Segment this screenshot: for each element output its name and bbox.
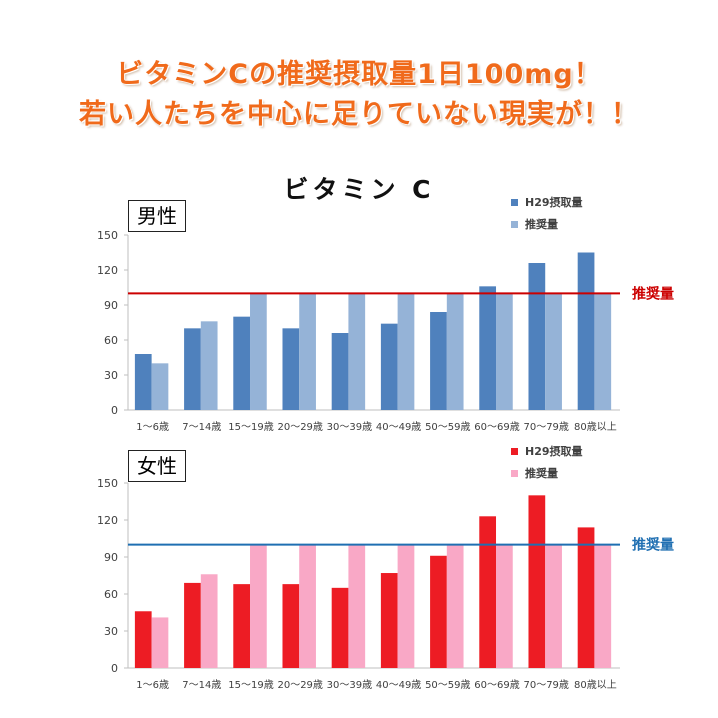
female-bar-recommended [151,617,169,668]
male-bar-recommended [299,293,316,410]
female-y-tick-label: 120 [97,514,118,527]
male-bar-intake [430,312,447,410]
female-y-tick-label: 0 [111,662,118,675]
male-x-tick-label: 80歳以上 [574,421,617,433]
male-y-tick-label: 60 [104,334,118,347]
female-legend-label: H29摂取量 [525,444,583,458]
female-bar-intake [430,555,447,668]
male-bar-recommended [250,293,267,410]
female-bar-recommended [594,544,612,668]
female-legend-swatch [511,470,518,477]
male-bar-recommended [348,293,366,410]
female-bar-recommended [545,544,562,668]
male-legend-label: H29摂取量 [525,195,583,209]
male-bar-recommended [545,293,562,410]
male-bar-intake [331,333,349,410]
male-bar-recommended [397,293,415,410]
female-y-tick-label: 90 [104,551,118,564]
male-x-tick-label: 30～39歳 [327,421,372,433]
female-y-tick-label: 150 [97,477,118,490]
male-reference-line-label: 推奨量 [632,285,674,302]
male-bar-intake [282,328,300,410]
female-bar-recommended [348,544,366,668]
female-bar-recommended [397,544,415,668]
male-x-tick-label: 15～19歳 [228,421,273,433]
female-bar-recommended [446,544,464,668]
female-x-tick-label: 15～19歳 [228,679,273,691]
male-y-tick-label: 150 [97,229,118,242]
headline-line-1: ビタミンCの推奨摂取量1日100mg！ [116,59,602,90]
female-bar-intake [331,587,349,668]
female-bar-recommended [250,544,267,668]
male-bar-intake [577,252,595,410]
female-x-tick-label: 50～59歳 [425,679,470,691]
female-bar-intake [380,573,398,668]
female-legend-swatch [511,448,518,455]
female-reference-line-label: 推奨量 [632,537,674,554]
chart-title: ビタミン C [283,175,435,204]
male-x-tick-label: 50～59歳 [425,421,470,433]
female-y-tick-label: 60 [104,588,118,601]
male-legend-swatch [511,199,518,206]
male-y-tick-label: 120 [97,264,118,277]
female-bar-intake [233,584,251,668]
female-x-tick-label: 40～49歳 [376,679,421,691]
male-bar-recommended [200,321,218,410]
male-bar-recommended [594,293,612,410]
male-bar-intake [134,354,152,410]
male-x-tick-label: 20～29歳 [277,421,322,433]
female-bar-intake [282,584,300,668]
female-bar-recommended [496,544,513,668]
female-x-tick-label: 80歳以上 [574,679,617,691]
male-bar-intake [380,323,398,410]
male-x-tick-label: 70～79歳 [523,421,568,433]
female-x-tick-label: 20～29歳 [277,679,322,691]
male-x-tick-label: 7～14歳 [182,421,221,433]
male-chart-label: 男性 [128,200,186,232]
female-x-tick-label: 70～79歳 [523,679,568,691]
headline-line-2: 若い人たちを中心に足りていない現実が！！ [79,99,639,130]
female-bar-intake [184,582,201,668]
female-bar-intake [528,495,546,668]
male-bar-intake [184,328,201,410]
male-legend-label: 推奨量 [525,217,558,231]
female-legend-label: 推奨量 [525,466,558,480]
female-x-tick-label: 30～39歳 [327,679,372,691]
male-y-tick-label: 90 [104,299,118,312]
male-y-tick-label: 0 [111,404,118,417]
female-bar-intake [577,527,595,668]
male-bar-recommended [496,293,513,410]
female-chart-label: 女性 [128,450,186,482]
female-x-tick-label: 60～69歳 [474,679,519,691]
male-bar-intake [233,316,251,410]
female-bar-recommended [299,544,316,668]
male-bar-intake [528,263,546,410]
female-x-tick-label: 1～6歳 [136,679,169,691]
male-y-tick-label: 30 [104,369,118,382]
female-bar-intake [134,611,152,668]
female-bar-recommended [200,574,218,668]
male-bar-recommended [151,363,169,410]
female-x-tick-label: 7～14歳 [182,679,221,691]
male-x-tick-label: 60～69歳 [474,421,519,433]
male-x-tick-label: 1～6歳 [136,421,169,433]
female-bar-intake [479,516,497,668]
male-legend-swatch [511,221,518,228]
male-x-tick-label: 40～49歳 [376,421,421,433]
male-bar-recommended [446,293,464,410]
male-bar-intake [479,286,497,410]
female-y-tick-label: 30 [104,625,118,638]
